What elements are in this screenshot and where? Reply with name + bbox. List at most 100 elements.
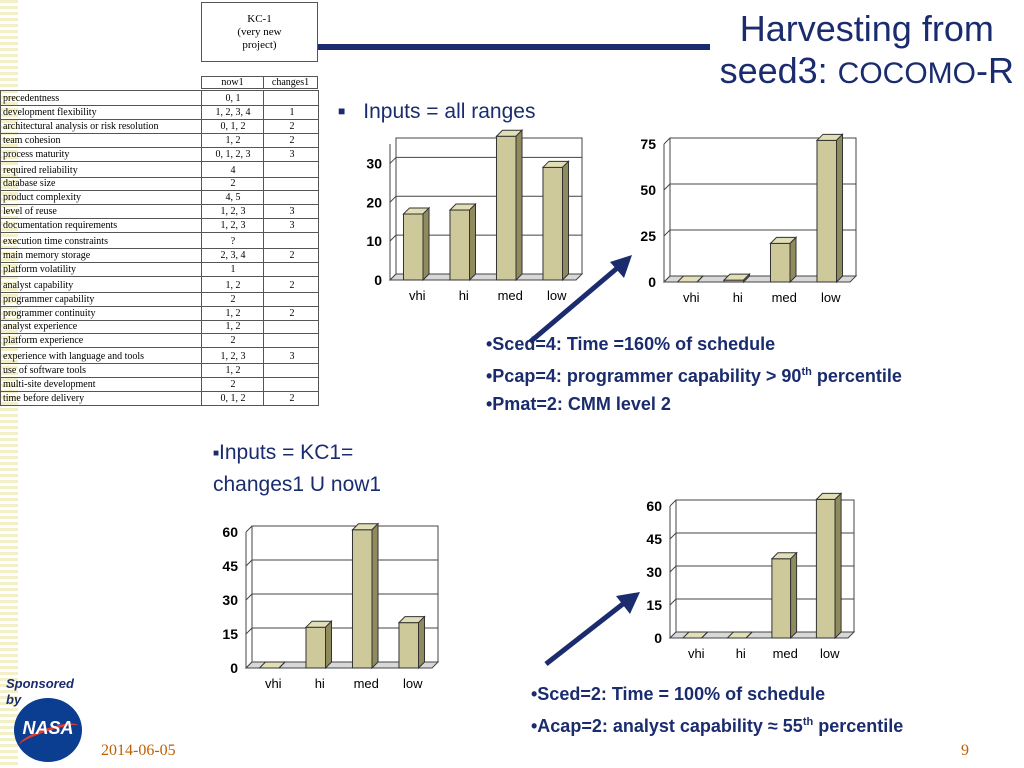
changes1-value: 3 xyxy=(289,220,295,232)
factor-name: experience with language and tools xyxy=(3,351,145,363)
kc1-header: KC-1 (very new project) xyxy=(201,2,318,62)
title-rule xyxy=(318,44,710,50)
table-gridline xyxy=(0,218,318,220)
grid-diag xyxy=(389,234,397,242)
x-tick-label: vhi xyxy=(409,288,426,303)
bar-side xyxy=(836,133,844,284)
y-tick-label: 60 xyxy=(646,498,662,514)
y-tick-label: 45 xyxy=(646,531,662,547)
now1-value: 2, 3, 4 xyxy=(220,249,246,261)
grid-diag xyxy=(245,627,253,635)
factor-name: platform volatility xyxy=(3,263,77,275)
table-row: analyst capability 1, 2 2 xyxy=(0,279,318,293)
bar-med xyxy=(770,551,798,640)
y-tick-label: 0 xyxy=(374,272,382,288)
table-gridline xyxy=(0,275,318,277)
table-gridline xyxy=(0,160,318,162)
changes1-value: 3 xyxy=(289,206,295,218)
table-gridline xyxy=(0,118,318,120)
table-gridline xyxy=(0,347,318,349)
table-gridline xyxy=(0,319,318,321)
y-tick-label: 15 xyxy=(646,597,662,613)
grid-diag xyxy=(669,532,677,540)
table-gridline xyxy=(0,146,318,148)
grid-diag xyxy=(389,157,397,164)
sponsored-by-label: Sponsored by xyxy=(6,676,74,707)
table-gridline xyxy=(0,248,318,249)
factor-name: team cohesion xyxy=(3,134,61,146)
now1-value: 1, 2, 3 xyxy=(220,220,246,232)
table-gridline xyxy=(0,132,318,134)
factor-name: programmer capability xyxy=(3,293,95,305)
factor-name: product complexity xyxy=(3,192,82,204)
factor-name: precedentness xyxy=(3,93,60,104)
table-row: required reliability 4 xyxy=(0,164,318,178)
changes1-value: 2 xyxy=(289,392,295,404)
note-line: •Acap=2: analyst capability ≈ 55th perce… xyxy=(531,708,903,740)
bar-front xyxy=(495,135,517,281)
notes-top: •Sced=4: Time =160% of schedule •Pcap=4: … xyxy=(486,330,902,418)
x-tick-label: low xyxy=(403,676,423,691)
x-tick-label: med xyxy=(773,646,798,661)
chart-kc1-left: 0 15 30 45 60 vhi hi med low xyxy=(222,522,440,691)
now1-value: ? xyxy=(230,236,236,247)
bar-med xyxy=(769,236,798,284)
bar-side xyxy=(515,129,523,282)
bar-vhi xyxy=(681,631,709,639)
factor-name: execution time constraints xyxy=(3,236,108,247)
bar-low xyxy=(397,615,426,670)
table-row: execution time constraints? xyxy=(0,235,318,249)
now1-value: 4 xyxy=(230,164,236,176)
bar-side xyxy=(789,236,797,284)
bar-side xyxy=(834,492,842,640)
table-gridline xyxy=(0,190,318,192)
title-line2-cocomo: COCOMO xyxy=(837,57,976,90)
factor-name: development flexibility xyxy=(3,106,97,118)
square-bullet-icon: ■ xyxy=(338,104,346,118)
x-tick-label: hi xyxy=(733,290,743,305)
bar-med xyxy=(495,129,524,282)
bar-top xyxy=(258,661,287,669)
bar-front xyxy=(815,498,836,639)
grid-diag xyxy=(669,499,677,507)
now1-value: 4, 5 xyxy=(225,192,241,204)
grid-diag xyxy=(245,525,253,533)
bar-front xyxy=(402,213,424,281)
bar-med xyxy=(351,522,380,670)
bar-front xyxy=(305,626,327,669)
x-tick-label: low xyxy=(821,290,841,305)
x-tick-label: vhi xyxy=(683,290,700,305)
notes-bottom: •Sced=2: Time = 100% of schedule •Acap=2:… xyxy=(531,680,903,740)
factor-name: use of software tools xyxy=(3,365,87,377)
y-tick-label: 10 xyxy=(366,233,382,249)
note-superscript: th xyxy=(801,366,812,378)
changes1-value: 2 xyxy=(289,279,295,291)
grid-diag xyxy=(663,183,671,191)
bar-front xyxy=(771,558,792,639)
bar-front xyxy=(816,139,838,283)
factor-name: platform experience xyxy=(3,335,84,347)
factor-name: database size xyxy=(3,178,56,190)
now1-value: 0, 1 xyxy=(225,93,241,104)
bullet-kc1: ■Inputs = KC1= changes1 U now1 xyxy=(213,439,443,499)
bar-side xyxy=(325,619,333,670)
note-text: •Sced=2: Time = 100% of schedule xyxy=(531,684,826,704)
x-tick-label: vhi xyxy=(265,676,282,691)
note-line: •Pmat=2: CMM level 2 xyxy=(486,390,902,418)
table-row: precedentness 0, 1 xyxy=(0,92,318,106)
y-tick-label: 20 xyxy=(366,194,382,210)
changes1-value: 2 xyxy=(289,120,295,132)
page-number: 9 xyxy=(961,742,969,759)
grid-diag xyxy=(245,593,253,601)
table-gridline xyxy=(0,363,318,365)
table-row: main memory storage 2, 3, 4 2 xyxy=(0,249,318,263)
bar-side xyxy=(418,615,426,670)
table-row: architectural analysis or risk resolutio… xyxy=(0,120,318,134)
table-gridline xyxy=(0,377,318,379)
bullet-kc1-line1: Inputs = KC1= xyxy=(219,441,354,464)
x-tick-label: hi xyxy=(459,288,469,303)
bar-front xyxy=(351,529,373,669)
x-tick-label: med xyxy=(498,288,523,303)
table-gridline xyxy=(0,333,318,335)
table-gridline xyxy=(0,105,318,106)
